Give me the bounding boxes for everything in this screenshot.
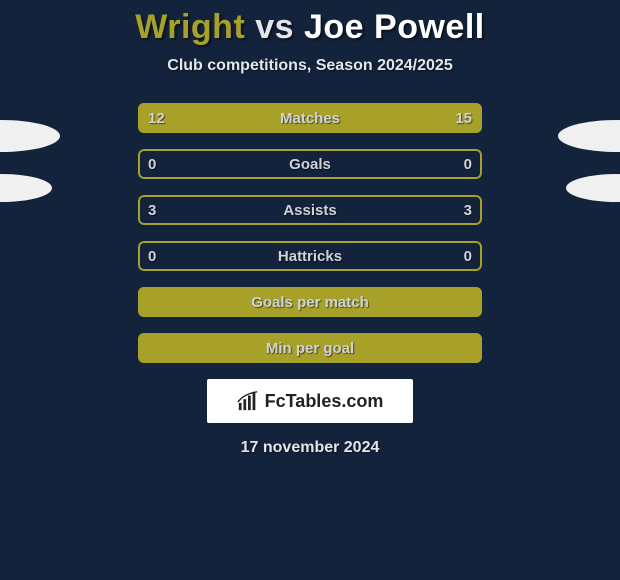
title-player-right: Joe Powell <box>304 8 485 46</box>
stat-row: Min per goal <box>138 333 482 363</box>
left-decor-ellipses <box>0 120 120 224</box>
ellipse-decor <box>566 174 620 202</box>
stat-label: Hattricks <box>138 241 482 271</box>
right-decor-ellipses <box>500 120 620 224</box>
title-vs: vs <box>255 8 294 46</box>
fctables-logo: FcTables.com <box>207 379 413 423</box>
stat-label: Goals per match <box>138 287 482 317</box>
ellipse-decor <box>0 120 60 152</box>
stat-row: Goals per match <box>138 287 482 317</box>
subtitle: Club competitions, Season 2024/2025 <box>0 57 620 75</box>
stat-label: Matches <box>138 103 482 133</box>
logo-text: FcTables.com <box>265 391 384 412</box>
stat-row: 00Goals <box>138 149 482 179</box>
stat-label: Assists <box>138 195 482 225</box>
ellipse-decor <box>558 120 620 152</box>
stat-row: 33Assists <box>138 195 482 225</box>
stat-rows: 1215Matches 00Goals 33Assists 00Hattricks Go… <box>138 103 482 363</box>
stat-label: Goals <box>138 149 482 179</box>
bar-chart-icon <box>237 390 259 412</box>
title-player-left: Wright <box>135 8 245 46</box>
snapshot-date: 17 november 2024 <box>0 439 620 457</box>
stat-row: 1215Matches <box>138 103 482 133</box>
stat-label: Min per goal <box>138 333 482 363</box>
stat-row: 00Hattricks <box>138 241 482 271</box>
ellipse-decor <box>0 174 52 202</box>
comparison-title: Wright vs Joe Powell <box>0 0 620 47</box>
